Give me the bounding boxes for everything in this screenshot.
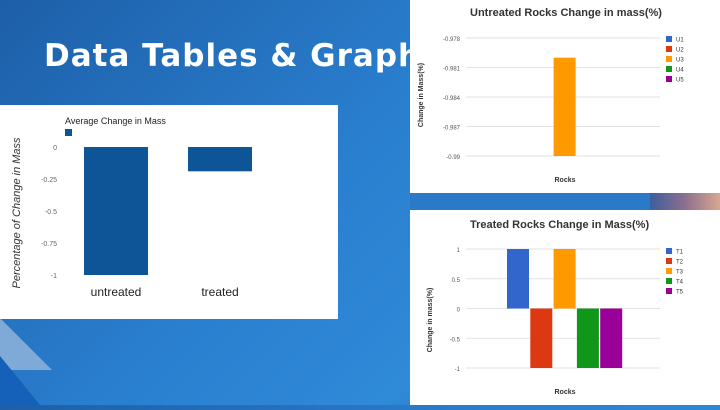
y-tick-label: -0.99 (446, 155, 460, 161)
legend-swatch (666, 46, 672, 52)
legend-swatch (666, 248, 672, 254)
bar-t5 (600, 308, 623, 368)
bar-t2 (530, 308, 553, 368)
legend-label: T3 (676, 270, 684, 276)
legend-label: T2 (676, 260, 684, 266)
bar (84, 147, 148, 275)
y-tick-label: 1 (457, 248, 461, 254)
y-tick-label: -0.984 (443, 96, 461, 102)
y-tick-label: 0.5 (452, 278, 461, 284)
legend-label: T1 (676, 250, 684, 256)
y-tick-label: 0 (53, 145, 57, 152)
x-axis-label: Rocks (554, 177, 575, 184)
chart-title: Treated Rocks Change in Mass(%) (470, 219, 649, 231)
y-tick-label: -0.5 (450, 337, 461, 343)
legend-label: U4 (676, 68, 684, 74)
y-tick-label: -0.25 (41, 177, 57, 184)
legend-label: T5 (676, 290, 684, 296)
untreated-chart-panel: Untreated Rocks Change in mass(%) Change… (410, 0, 720, 193)
bar-t4 (576, 308, 599, 368)
legend-swatch (666, 288, 672, 294)
legend-swatch (666, 278, 672, 284)
legend-swatch (666, 36, 672, 42)
average-change-chart-panel: Average Change in Mass Percentage of Cha… (0, 105, 338, 319)
category-label: untreated (91, 285, 142, 299)
y-tick-label: 0 (457, 308, 461, 314)
bar-t1 (507, 249, 529, 309)
y-tick-label: -0.981 (443, 67, 461, 73)
legend-swatch (666, 66, 672, 72)
y-tick-label: -0.987 (443, 126, 461, 132)
bar (188, 147, 252, 172)
category-label: treated (201, 285, 238, 299)
chart-title: Average Change in Mass (65, 116, 166, 126)
legend-swatch (666, 56, 672, 62)
legend-label: U5 (676, 78, 684, 84)
slide-title: Data Tables & Graphs (44, 38, 441, 74)
legend-swatch (666, 76, 672, 82)
legend-swatch (65, 129, 72, 136)
average-change-chart: Average Change in Mass Percentage of Cha… (11, 116, 252, 299)
legend-label: U3 (676, 58, 684, 64)
untreated-rocks-chart: Untreated Rocks Change in mass(%) Change… (418, 7, 684, 184)
decorative-triangle (0, 318, 52, 370)
treated-chart-panel: Treated Rocks Change in Mass(%) Change i… (410, 210, 720, 405)
x-axis-label: Rocks (554, 389, 575, 396)
y-axis-label: Change in mass(%) (427, 288, 434, 353)
y-tick-label: -0.75 (41, 241, 57, 248)
y-tick-label: -0.5 (45, 209, 57, 216)
legend-swatch (666, 268, 672, 274)
y-axis-label: Percentage of Change in Mass (11, 137, 23, 289)
legend-swatch (666, 258, 672, 264)
y-tick-label: -1 (51, 273, 57, 280)
y-axis-label: Change in Mass(%) (418, 63, 425, 127)
chart-title: Untreated Rocks Change in mass(%) (470, 7, 662, 19)
legend-label: U1 (676, 38, 684, 44)
legend-label: U2 (676, 48, 684, 54)
bar-t3 (553, 249, 576, 309)
y-tick-label: -1 (455, 367, 461, 373)
y-tick-label: -0.978 (443, 37, 461, 43)
treated-rocks-chart: Treated Rocks Change in Mass(%) Change i… (427, 219, 684, 396)
bar-u3 (553, 57, 576, 156)
legend-label: T4 (676, 280, 684, 286)
